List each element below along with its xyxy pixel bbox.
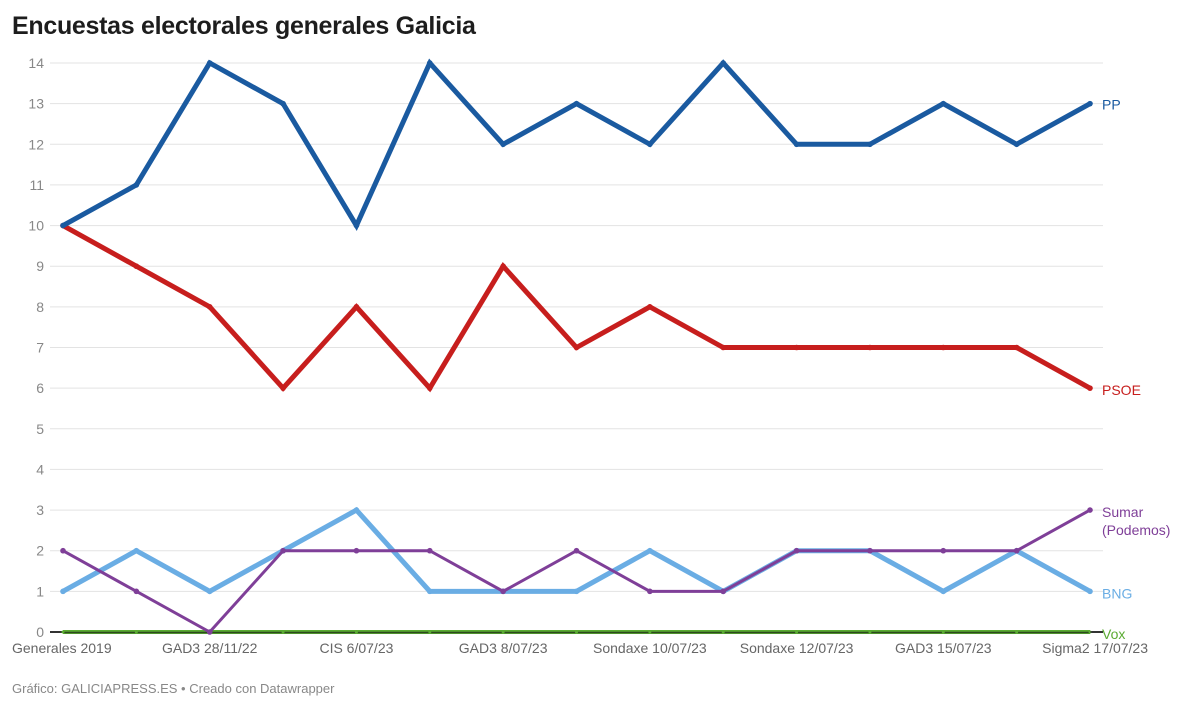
x-tick-label: Generales 2019: [12, 640, 112, 656]
data-point: [795, 630, 799, 634]
data-point: [206, 629, 213, 635]
data-point: [133, 182, 140, 188]
y-tick-label: 3: [36, 502, 44, 518]
data-point: [134, 630, 138, 634]
series-label: PP: [1102, 97, 1121, 113]
x-tick-label: Sigma2 17/07/23: [1042, 640, 1148, 656]
data-point: [1087, 507, 1093, 513]
data-point: [1087, 385, 1093, 391]
data-point: [426, 60, 433, 66]
data-point: [1015, 630, 1019, 634]
data-point: [353, 222, 360, 229]
data-point: [133, 588, 140, 595]
series-line-sumar: [62, 508, 1091, 634]
data-point: [280, 385, 286, 391]
data-point: [721, 630, 725, 634]
chart-footer: Gráfico: GALICIAPRESS.ES • Creado con Da…: [12, 681, 335, 696]
data-point: [60, 588, 66, 595]
series-label: BNG: [1102, 585, 1132, 601]
data-point: [793, 141, 800, 148]
data-point: [281, 630, 285, 634]
data-point: [573, 344, 580, 351]
data-point: [133, 263, 140, 270]
data-point: [500, 141, 506, 148]
data-point: [206, 588, 213, 595]
data-point: [428, 630, 432, 634]
data-point: [720, 344, 727, 351]
data-point: [1087, 100, 1093, 107]
data-point: [940, 588, 947, 595]
data-point: [647, 304, 653, 310]
data-point: [867, 141, 873, 148]
data-point: [940, 547, 947, 554]
data-point: [940, 344, 947, 351]
y-tick-label: 13: [28, 96, 44, 112]
data-point: [648, 630, 652, 634]
data-point: [280, 547, 286, 554]
y-tick-label: 8: [36, 299, 44, 315]
data-point: [426, 588, 433, 595]
y-tick-label: 4: [36, 461, 44, 477]
y-tick-label: 7: [36, 340, 44, 356]
x-tick-label: Sondaxe 10/07/23: [593, 640, 707, 656]
series-label: Vox: [1102, 626, 1125, 642]
x-tick-label: Sondaxe 12/07/23: [740, 640, 854, 656]
data-point: [501, 630, 505, 634]
data-point: [353, 507, 360, 513]
y-tick-label: 6: [36, 380, 44, 396]
x-tick-label: GAD3 15/07/23: [895, 640, 992, 656]
y-tick-label: 5: [36, 421, 44, 437]
data-point: [500, 263, 506, 270]
data-point: [867, 344, 873, 351]
data-point: [426, 547, 433, 554]
y-tick-label: 10: [28, 218, 44, 234]
data-point: [940, 100, 947, 107]
data-point: [720, 588, 727, 595]
data-point: [647, 547, 653, 554]
x-tick-label: GAD3 8/07/23: [459, 640, 548, 656]
data-point: [353, 304, 360, 310]
y-tick-label: 1: [36, 583, 44, 599]
data-point: [793, 547, 800, 554]
data-point: [60, 547, 66, 554]
data-point: [354, 630, 358, 634]
y-tick-label: 0: [36, 624, 44, 640]
y-tick-label: 9: [36, 258, 44, 274]
data-point: [206, 304, 213, 310]
data-point: [647, 588, 653, 595]
data-point: [720, 60, 727, 66]
data-point: [1013, 344, 1020, 351]
y-tick-label: 11: [29, 177, 44, 193]
y-tick-label: 12: [28, 136, 44, 152]
data-point: [941, 630, 945, 634]
data-point: [647, 141, 653, 148]
data-point: [867, 547, 873, 554]
data-point: [61, 630, 65, 634]
data-point: [793, 344, 800, 351]
data-point: [206, 60, 213, 66]
data-point: [1013, 547, 1020, 554]
data-point: [1013, 141, 1020, 148]
data-point: [575, 630, 578, 634]
data-point: [280, 100, 286, 107]
data-point: [133, 547, 140, 554]
data-point: [500, 588, 506, 595]
data-point: [1087, 588, 1093, 595]
chart-title: Encuestas electorales generales Galicia: [12, 12, 476, 40]
x-tick-label: GAD3 28/11/22: [162, 640, 258, 656]
data-point: [573, 100, 580, 107]
x-tick-label: CIS 6/07/23: [319, 640, 393, 656]
y-tick-label: 14: [28, 55, 44, 71]
data-point: [573, 547, 580, 554]
data-point: [426, 385, 433, 391]
series-label: PSOE: [1102, 382, 1141, 398]
data-point: [868, 630, 872, 634]
data-point: [60, 222, 66, 229]
data-point: [353, 547, 360, 554]
data-point: [573, 588, 580, 595]
series-label: Sumar (Podemos): [1102, 504, 1170, 538]
y-tick-label: 2: [36, 543, 44, 559]
